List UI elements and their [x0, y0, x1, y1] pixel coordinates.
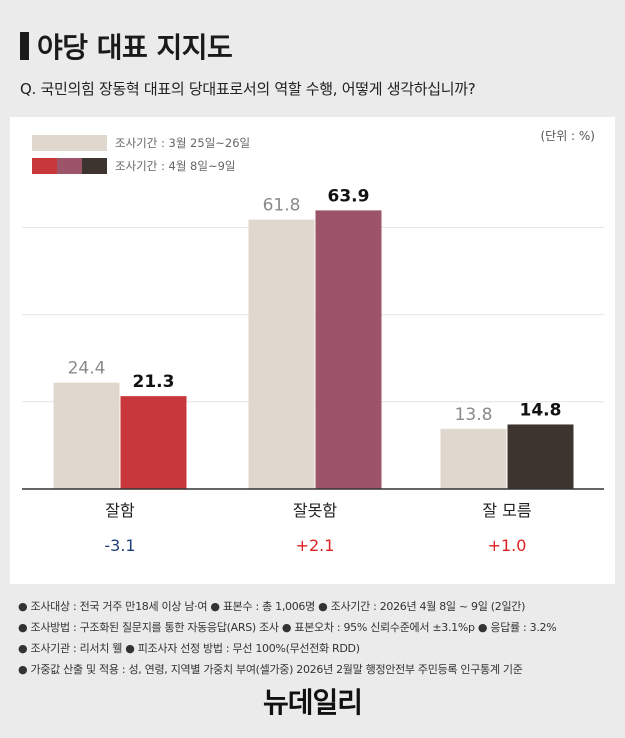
- data-label: 24.4: [68, 359, 106, 379]
- bar-chart: 24.4 21.3 잘함 -3.1 61.8 63.9 잘못함 +2.1 13.8 14.8 잘 모…: [22, 186, 604, 555]
- legend-item-current: 조사기간 : 4월 8일~9일: [32, 158, 236, 174]
- data-label: 14.8: [520, 400, 562, 420]
- change-label: -3.1: [104, 536, 135, 555]
- survey-question: Q. 국민의힘 장동혁 대표의 당대표로서의 역할 수행, 어떻게 생각하십니까…: [20, 80, 476, 98]
- legend-swatch-previous: [32, 135, 107, 151]
- data-label: 63.9: [328, 186, 370, 206]
- newdaily-logo: 뉴데일리: [262, 686, 363, 719]
- bar: [507, 424, 574, 489]
- note-line: ● 가중값 산출 및 적용 : 성, 연령, 지역별 가중치 부여(셀가중) 2…: [18, 663, 523, 676]
- legend-label-current: 조사기간 : 4월 8일~9일: [115, 159, 236, 173]
- legend-item-previous: 조사기간 : 3월 25일~26일: [32, 135, 250, 151]
- unit-label: (단위 : %): [540, 129, 595, 143]
- bar: [315, 210, 382, 489]
- change-label: +1.0: [488, 536, 527, 555]
- bar: [248, 219, 315, 489]
- data-label: 13.8: [455, 405, 493, 425]
- legend-label-previous: 조사기간 : 3월 25일~26일: [115, 136, 251, 150]
- survey-notes: ● 조사대상 : 전국 거주 만18세 이상 남·여 ● 표본수 : 총 1,0…: [18, 596, 557, 680]
- data-label: 21.3: [133, 372, 175, 392]
- title-bar: [20, 32, 29, 60]
- bar: [53, 382, 120, 489]
- data-label: 61.8: [263, 196, 301, 216]
- bar: [440, 428, 507, 489]
- note-line: ● 조사방법 : 구조화된 질문지를 통한 자동응답(ARS) 조사 ● 표본오…: [18, 621, 557, 634]
- note-line: ● 조사대상 : 전국 거주 만18세 이상 남·여 ● 표본수 : 총 1,0…: [18, 600, 526, 613]
- chart-panel: 조사기간 : 3월 25일~26일 조사기간 : 4월 8일~9일 (단위 : …: [10, 117, 615, 584]
- legend-swatch-current-2: [57, 158, 82, 174]
- change-label: +2.1: [296, 536, 335, 555]
- note-line: ● 조사기관 : 리서치 웰 ● 피조사자 선정 방법 : 무선 100%(무선…: [18, 642, 360, 655]
- legend-swatch-current-3: [82, 158, 107, 174]
- category-label: 잘함: [105, 501, 135, 520]
- page-title: 야당 대표 지지도: [37, 31, 233, 64]
- bar: [120, 396, 187, 489]
- legend-swatch-current-1: [32, 158, 57, 174]
- category-label: 잘못함: [293, 501, 337, 520]
- category-label: 잘 모름: [482, 501, 531, 520]
